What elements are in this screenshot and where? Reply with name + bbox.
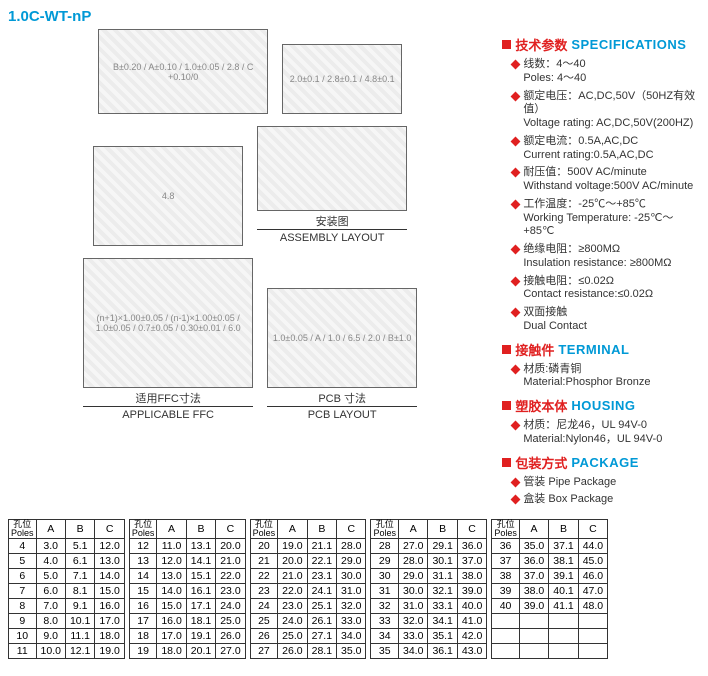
diamond-bullet-icon: [511, 245, 521, 255]
table-row: 2827.029.136.0: [371, 539, 487, 554]
drawing-ffc: (n+1)×1.00±0.05 / (n-1)×1.00±0.05 / 1.0±…: [83, 258, 253, 388]
table-row: 2423.025.132.0: [250, 599, 366, 614]
table-row: [492, 644, 608, 659]
table-row: 2524.026.133.0: [250, 614, 366, 629]
table-row: 3332.034.141.0: [371, 614, 487, 629]
table-row: 3837.039.146.0: [492, 569, 608, 584]
diamond-bullet-icon: [511, 308, 521, 318]
diamond-bullet-icon: [511, 495, 521, 505]
dimension-table: 孔位PolesABC2827.029.136.02928.030.137.030…: [370, 519, 487, 659]
spec-item: 双面接触Dual Contact: [512, 306, 700, 334]
assembly-caption: 安装图 ASSEMBLY LAYOUT: [257, 215, 407, 246]
table-row: 3231.033.140.0: [371, 599, 487, 614]
diamond-bullet-icon: [511, 91, 521, 101]
square-bullet-icon: [502, 458, 511, 467]
table-row: 76.08.115.0: [9, 584, 125, 599]
spec-item: 材质:磷青铜Material:Phosphor Bronze: [512, 363, 700, 391]
table-row: 4039.041.148.0: [492, 599, 608, 614]
table-row: 1514.016.123.0: [129, 584, 245, 599]
table-row: 1413.015.122.0: [129, 569, 245, 584]
table-row: 2928.030.137.0: [371, 554, 487, 569]
table-row: 2625.027.134.0: [250, 629, 366, 644]
table-row: 3938.040.147.0: [492, 584, 608, 599]
diamond-bullet-icon: [511, 477, 521, 487]
drawing-top-view: B±0.20 / A±0.10 / 1.0±0.05 / 2.8 / C +0.…: [98, 29, 268, 114]
table-row: 3433.035.142.0: [371, 629, 487, 644]
table-row: 3635.037.144.0: [492, 539, 608, 554]
section-specifications: 技术参数SPECIFICATIONS: [502, 35, 700, 54]
table-row: 1211.013.120.0: [129, 539, 245, 554]
table-row: 3534.036.143.0: [371, 644, 487, 659]
table-row: 2322.024.131.0: [250, 584, 366, 599]
spec-item: 盒装 Box Package: [512, 493, 700, 507]
table-row: 3736.038.145.0: [492, 554, 608, 569]
table-row: 43.05.112.0: [9, 539, 125, 554]
spec-item: 工作温度：-25℃～+85℃Working Temperature: -25℃～…: [512, 198, 700, 239]
table-row: [492, 614, 608, 629]
table-row: 1615.017.124.0: [129, 599, 245, 614]
table-row: 2019.021.128.0: [250, 539, 366, 554]
spec-item: 额定电压：AC,DC,50V（50HZ有效值）Voltage rating: A…: [512, 90, 700, 131]
table-row: 1110.012.119.0: [9, 644, 125, 659]
spec-item: 材质：尼龙46，UL 94V-0Material:Nylon46，UL 94V-…: [512, 419, 700, 447]
table-row: 1817.019.126.0: [129, 629, 245, 644]
specifications-panel: 技术参数SPECIFICATIONS 线数：4～40Poles: 4～40 额定电…: [502, 29, 700, 511]
table-row: 109.011.118.0: [9, 629, 125, 644]
square-bullet-icon: [502, 40, 511, 49]
table-row: 65.07.114.0: [9, 569, 125, 584]
ffc-caption: 适用FFC寸法 APPLICABLE FFC: [83, 392, 253, 423]
section-terminal: 接触件TERMINAL: [502, 340, 700, 359]
spec-item: 接触电阻：≤0.02ΩContact resistance:≤0.02Ω: [512, 275, 700, 303]
table-row: 87.09.116.0: [9, 599, 125, 614]
dimension-table: 孔位PolesABC1211.013.120.01312.014.121.014…: [129, 519, 246, 659]
dimension-table: 孔位PolesABC3635.037.144.03736.038.145.038…: [491, 519, 608, 659]
spec-item: 额定电流：0.5A,AC,DCCurrent rating:0.5A,AC,DC: [512, 135, 700, 163]
spec-item: 耐压值：500V AC/minuteWithstand voltage:500V…: [512, 166, 700, 194]
diamond-bullet-icon: [511, 168, 521, 178]
diamond-bullet-icon: [511, 364, 521, 374]
table-row: 2120.022.129.0: [250, 554, 366, 569]
table-row: 54.06.113.0: [9, 554, 125, 569]
table-row: 98.010.117.0: [9, 614, 125, 629]
spec-item: 管装 Pipe Package: [512, 476, 700, 490]
spec-item: 绝缘电阻：≥800MΩInsulation resistance: ≥800MΩ: [512, 243, 700, 271]
diamond-bullet-icon: [511, 276, 521, 286]
drawing-assembly: [257, 126, 407, 211]
table-row: 3029.031.138.0: [371, 569, 487, 584]
square-bullet-icon: [502, 401, 511, 410]
drawing-pcb: 1.0±0.05 / A / 1.0 / 6.5 / 2.0 / B±1.0: [267, 288, 417, 388]
diamond-bullet-icon: [511, 136, 521, 146]
table-row: [492, 629, 608, 644]
drawing-front-view: 4.8: [93, 146, 243, 246]
pcb-caption: PCB 寸法 PCB LAYOUT: [267, 392, 417, 423]
diamond-bullet-icon: [511, 60, 521, 70]
section-housing: 塑胶本体HOUSING: [502, 396, 700, 415]
dimension-table: 孔位PolesABC2019.021.128.02120.022.129.022…: [250, 519, 367, 659]
drawing-side-section: 2.0±0.1 / 2.8±0.1 / 4.8±0.1: [282, 44, 402, 114]
section-package: 包装方式PACKAGE: [502, 453, 700, 472]
technical-drawings: B±0.20 / A±0.10 / 1.0±0.05 / 2.8 / C +0.…: [8, 29, 492, 511]
table-row: 1312.014.121.0: [129, 554, 245, 569]
table-row: 2726.028.135.0: [250, 644, 366, 659]
square-bullet-icon: [502, 345, 511, 354]
dimension-tables: 孔位PolesABC43.05.112.054.06.113.065.07.11…: [8, 519, 700, 659]
table-row: 1716.018.125.0: [129, 614, 245, 629]
diamond-bullet-icon: [511, 199, 521, 209]
table-row: 1918.020.127.0: [129, 644, 245, 659]
dimension-table: 孔位PolesABC43.05.112.054.06.113.065.07.11…: [8, 519, 125, 659]
part-number: 1.0C-WT-nP: [8, 8, 700, 25]
spec-item: 线数：4～40Poles: 4～40: [512, 58, 700, 86]
table-row: 3130.032.139.0: [371, 584, 487, 599]
table-row: 2221.023.130.0: [250, 569, 366, 584]
diamond-bullet-icon: [511, 421, 521, 431]
